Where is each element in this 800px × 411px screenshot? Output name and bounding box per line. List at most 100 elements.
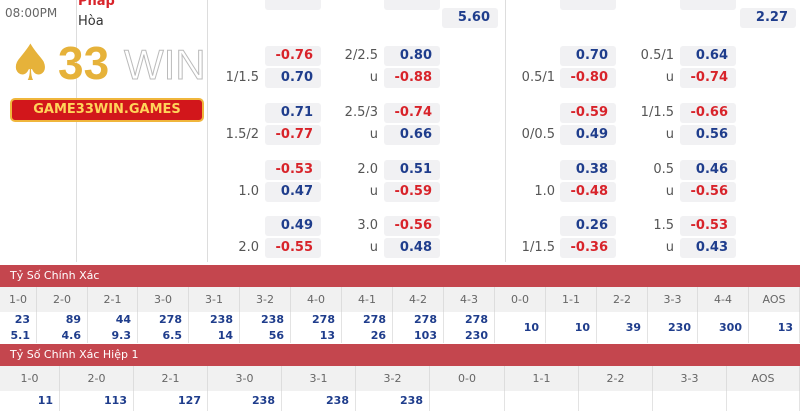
odds-box[interactable] xyxy=(265,0,321,10)
odds-value[interactable]: 238 xyxy=(252,394,275,407)
odds-over[interactable]: -0.53 xyxy=(680,216,736,236)
odds-away[interactable]: -0.55 xyxy=(265,238,321,258)
odds-value[interactable]: 230 xyxy=(465,328,488,342)
odds-over[interactable]: -0.66 xyxy=(680,103,736,123)
score-cell[interactable]: 44 9.3 xyxy=(88,312,138,343)
odds-over[interactable]: -0.74 xyxy=(384,103,440,123)
score-cell[interactable]: 39 xyxy=(597,312,648,343)
odds-box[interactable]: 2.27 xyxy=(740,8,796,28)
odds-away[interactable]: -0.36 xyxy=(560,238,616,258)
odds-value[interactable]: 6.5 xyxy=(162,328,183,342)
odds-value[interactable]: 238 xyxy=(210,312,233,326)
score-cell[interactable]: 238 xyxy=(208,391,282,411)
odds-home[interactable]: 0.71 xyxy=(265,103,321,123)
score-cell[interactable]: 278 6.5 xyxy=(138,312,189,343)
odds-value[interactable]: 26 xyxy=(370,328,386,342)
odds-value[interactable]: 10 xyxy=(523,320,539,334)
score-cell[interactable]: 89 4.6 xyxy=(37,312,88,343)
odds-away[interactable]: -0.80 xyxy=(560,68,616,88)
odds-under[interactable]: 0.48 xyxy=(384,238,440,258)
odds-over[interactable]: -0.56 xyxy=(384,216,440,236)
odds-value[interactable]: 11 xyxy=(37,394,53,407)
odds-over[interactable]: 0.64 xyxy=(680,46,736,66)
score-cell[interactable] xyxy=(430,391,505,411)
odds-value[interactable]: 10 xyxy=(574,320,590,334)
score-cell[interactable]: 127 xyxy=(134,391,208,411)
odds-value[interactable]: 127 xyxy=(178,394,201,407)
odds-away[interactable]: -0.77 xyxy=(265,125,321,145)
odds-value[interactable]: 44 xyxy=(115,312,131,326)
score-cell[interactable] xyxy=(579,391,653,411)
odds-value[interactable]: 5.1 xyxy=(10,328,31,342)
odds-home[interactable]: 0.49 xyxy=(265,216,321,236)
odds-value[interactable]: 56 xyxy=(268,328,284,342)
odds-away[interactable]: -0.48 xyxy=(560,182,616,202)
score-header: 3-3 xyxy=(648,287,698,312)
odds-value[interactable]: 300 xyxy=(719,320,742,334)
score-cell[interactable]: 238 56 xyxy=(240,312,291,343)
odds-value[interactable]: 113 xyxy=(104,394,127,407)
odds-value[interactable]: 278 xyxy=(159,312,182,326)
score-cell[interactable]: 238 xyxy=(356,391,430,411)
odds-value[interactable]: 278 xyxy=(312,312,335,326)
score-header: 1-1 xyxy=(546,287,597,312)
odds-box[interactable] xyxy=(560,0,616,10)
score-cell[interactable]: 278 103 xyxy=(393,312,444,343)
odds-under[interactable]: 0.56 xyxy=(680,125,736,145)
score-cell[interactable]: 278 13 xyxy=(291,312,342,343)
odds-box[interactable] xyxy=(680,0,736,10)
odds-away[interactable]: 0.49 xyxy=(560,125,616,145)
score-cell[interactable] xyxy=(727,391,800,411)
odds-value[interactable]: 39 xyxy=(625,320,641,334)
odds-value[interactable]: 89 xyxy=(65,312,81,326)
score-cell[interactable]: 13 xyxy=(749,312,800,343)
score-cell[interactable]: 230 xyxy=(648,312,698,343)
odds-box[interactable]: 5.60 xyxy=(442,8,498,28)
score-cell[interactable]: 278 26 xyxy=(342,312,393,343)
odds-home[interactable]: 0.26 xyxy=(560,216,616,236)
odds-value[interactable]: 278 xyxy=(414,312,437,326)
odds-away[interactable]: 0.70 xyxy=(265,68,321,88)
odds-value[interactable]: 14 xyxy=(217,328,233,342)
odds-value[interactable]: 230 xyxy=(668,320,691,334)
odds-home[interactable]: -0.59 xyxy=(560,103,616,123)
odds-away[interactable]: 0.47 xyxy=(265,182,321,202)
odds-under[interactable]: -0.56 xyxy=(680,182,736,202)
odds-value[interactable]: 238 xyxy=(400,394,423,407)
score-cell[interactable]: 11 xyxy=(0,391,60,411)
odds-home[interactable]: -0.53 xyxy=(265,160,321,180)
odds-value[interactable]: 103 xyxy=(414,328,437,342)
score-cell[interactable] xyxy=(505,391,579,411)
odds-under[interactable]: -0.59 xyxy=(384,182,440,202)
odds-home[interactable]: 0.70 xyxy=(560,46,616,66)
odds-box[interactable] xyxy=(384,0,440,10)
odds-value[interactable]: 238 xyxy=(326,394,349,407)
score-cell[interactable]: 238 xyxy=(282,391,356,411)
odds-home[interactable]: -0.76 xyxy=(265,46,321,66)
odds-value[interactable]: 238 xyxy=(261,312,284,326)
odds-home[interactable]: 0.38 xyxy=(560,160,616,180)
odds-over[interactable]: 0.80 xyxy=(384,46,440,66)
odds-under[interactable]: 0.43 xyxy=(680,238,736,258)
score-cell[interactable]: 10 xyxy=(495,312,546,343)
odds-over[interactable]: 0.46 xyxy=(680,160,736,180)
odds-value[interactable]: 278 xyxy=(363,312,386,326)
odds-value[interactable]: 13 xyxy=(777,320,793,334)
score-cell[interactable]: 10 xyxy=(546,312,597,343)
odds-value[interactable]: 278 xyxy=(465,312,488,326)
score-cell[interactable]: 300 xyxy=(698,312,749,343)
score-cell[interactable]: 238 14 xyxy=(189,312,240,343)
odds-value[interactable]: 4.6 xyxy=(61,328,82,342)
odds-under[interactable]: -0.88 xyxy=(384,68,440,88)
score-cell[interactable] xyxy=(653,391,727,411)
odds-value[interactable]: 13 xyxy=(319,328,335,342)
odds-value[interactable]: 9.3 xyxy=(111,328,132,342)
odds-under[interactable]: 0.66 xyxy=(384,125,440,145)
score-cell[interactable]: 23 5.1 xyxy=(0,312,37,343)
logo-number: 33 xyxy=(58,37,110,89)
odds-under[interactable]: -0.74 xyxy=(680,68,736,88)
odds-value[interactable]: 23 xyxy=(14,312,30,326)
score-cell[interactable]: 113 xyxy=(60,391,134,411)
odds-over[interactable]: 0.51 xyxy=(384,160,440,180)
score-cell[interactable]: 278 230 xyxy=(444,312,495,343)
